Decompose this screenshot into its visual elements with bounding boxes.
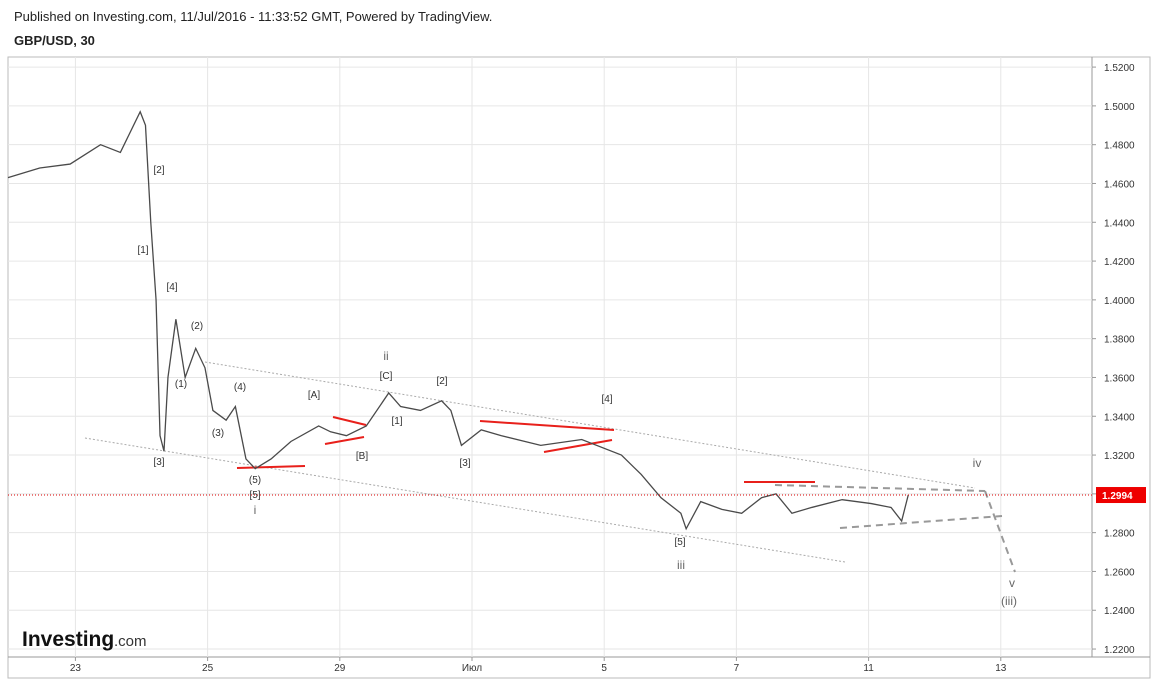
last-price-box — [1096, 487, 1146, 504]
wave-label: i — [254, 503, 257, 517]
wave-label: [1] — [137, 245, 148, 256]
triangle-line — [839, 515, 1003, 529]
x-tick-label: 5 — [601, 663, 607, 674]
y-tick-label: 1.2600 — [1104, 567, 1135, 578]
last-price-label: 1.2994 — [1102, 491, 1133, 502]
y-tick-label: 1.5000 — [1104, 102, 1135, 113]
y-tick-label: 1.4000 — [1104, 296, 1135, 307]
red-trend-line — [479, 420, 615, 431]
price-line — [7, 110, 909, 531]
chart-frame — [7, 56, 1151, 679]
wave-label: [5] — [249, 490, 260, 501]
x-tick-label: 29 — [334, 663, 346, 674]
wave-label: [4] — [601, 394, 612, 405]
wave-label: [4] — [166, 282, 177, 293]
x-tick-label: 7 — [734, 663, 740, 674]
x-tick-label: 25 — [202, 663, 214, 674]
triangle-line — [774, 484, 986, 492]
y-tick-label: 1.4400 — [1104, 218, 1135, 229]
wave-label: [3] — [459, 458, 470, 469]
y-tick-label: 1.2400 — [1104, 606, 1135, 617]
projection-line — [984, 490, 1016, 573]
wave-label: [B] — [356, 451, 368, 462]
y-tick-label: 1.2800 — [1104, 529, 1135, 540]
red-trend-line — [332, 416, 367, 426]
wave-label: (iii) — [1001, 594, 1017, 608]
wave-label: [5] — [674, 537, 685, 548]
wave-label: [C] — [380, 371, 393, 382]
wave-label: (5) — [249, 475, 261, 486]
y-tick-label: 1.2200 — [1104, 645, 1135, 656]
wave-label: [A] — [308, 390, 320, 401]
wave-label: iii — [677, 558, 685, 572]
wave-label: (2) — [191, 321, 203, 332]
red-trend-line — [324, 436, 365, 445]
wave-label: v — [1009, 576, 1015, 590]
y-tick-label: 1.4800 — [1104, 141, 1135, 152]
wave-label: (1) — [175, 379, 187, 390]
red-trend-line — [236, 465, 306, 469]
wave-label: ii — [383, 349, 388, 363]
x-tick-label: 11 — [863, 663, 874, 674]
wave-label: iv — [973, 456, 982, 470]
y-tick-label: 1.5200 — [1104, 63, 1135, 74]
x-tick-label: Июл — [462, 663, 482, 674]
y-tick-label: 1.4200 — [1104, 257, 1135, 268]
x-tick-label: 13 — [995, 663, 1007, 674]
published-note: Published on Investing.com, 11/Jul/2016 … — [14, 9, 492, 24]
logo-suffix: .com — [114, 633, 147, 650]
channel-line — [204, 361, 976, 489]
y-tick-label: 1.3400 — [1104, 412, 1135, 423]
y-tick-label: 1.4600 — [1104, 179, 1135, 190]
wave-label: [2] — [153, 165, 164, 176]
channel-line — [84, 437, 846, 563]
y-tick-label: 1.3600 — [1104, 373, 1135, 384]
y-tick-label: 1.3800 — [1104, 335, 1135, 346]
y-tick-label: 1.3200 — [1104, 451, 1135, 462]
wave-label: [3] — [153, 457, 164, 468]
wave-label: [1] — [391, 416, 402, 427]
red-trend-line — [543, 439, 613, 453]
wave-label: (4) — [234, 382, 246, 393]
wave-label: [2] — [436, 376, 447, 387]
logo: Investing — [22, 628, 114, 651]
trend-lines — [84, 361, 1016, 573]
wave-label: (3) — [212, 428, 224, 439]
symbol-title: GBP/USD, 30 — [14, 33, 95, 48]
x-tick-label: 23 — [70, 663, 82, 674]
